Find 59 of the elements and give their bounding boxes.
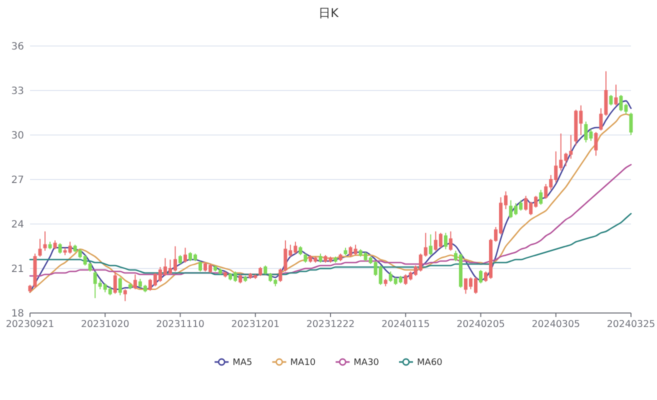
y-tick-label: 27 [11, 175, 24, 186]
y-tick-label: 18 [11, 308, 24, 320]
y-tick-label: 21 [11, 264, 24, 275]
candlestick [48, 241, 52, 250]
y-tick-label: 30 [11, 130, 24, 142]
candlestick [238, 274, 242, 284]
candlestick [324, 254, 328, 264]
candlestick [133, 274, 137, 290]
candlestick [113, 270, 117, 294]
candlestick [304, 253, 308, 264]
x-tick-label: 20240115 [381, 319, 430, 330]
candlestick [539, 189, 543, 206]
candlestick [428, 234, 432, 256]
legend-label: MA60 [417, 358, 443, 368]
candlestick [244, 275, 248, 282]
y-tick-label: 33 [11, 86, 24, 97]
candlestick [264, 265, 268, 275]
x-tick-label: 20231222 [306, 319, 355, 330]
y-tick-label: 36 [11, 42, 24, 52]
candlestick [338, 253, 342, 262]
candlestick [128, 282, 132, 290]
x-tick-label: 20231201 [231, 319, 280, 330]
line-series [29, 164, 632, 277]
candlestick [178, 254, 182, 265]
candlestick [594, 132, 598, 156]
x-tick-label: 20231020 [80, 319, 130, 330]
candlestick [384, 278, 388, 287]
x-tick-label: 20240205 [456, 319, 505, 330]
candlestick [479, 269, 482, 284]
candlestick [629, 112, 633, 136]
candlestick [53, 240, 57, 250]
line-series [29, 212, 632, 276]
x-tick-label: 20240325 [606, 319, 656, 330]
x-tick-label: 20240305 [532, 319, 580, 330]
candlestick [43, 230, 47, 252]
candlestick [448, 230, 452, 252]
x-tick-label: 20230921 [6, 319, 54, 330]
y-tick-label: 24 [11, 220, 24, 230]
candlestick [318, 253, 322, 264]
x-tick-label: 20231110 [156, 319, 204, 330]
legend-label: MA10 [290, 358, 316, 368]
candlestick [614, 84, 618, 106]
candlestick [58, 242, 62, 254]
candlestick [38, 238, 42, 258]
chart-title: 日K [318, 6, 340, 20]
candlestick [184, 247, 188, 264]
candlestick [224, 270, 228, 278]
candlestick [444, 232, 448, 250]
candlestick [123, 288, 127, 302]
candlestick [198, 260, 202, 272]
candlestick [334, 256, 338, 264]
candlestick [328, 256, 332, 264]
candlestick [609, 94, 613, 106]
candlestick [344, 247, 348, 256]
candlestick [118, 276, 122, 296]
candlestick [258, 266, 262, 276]
legend-label: MA30 [354, 358, 380, 368]
candlestick [298, 246, 302, 256]
legend-label: MA5 [232, 358, 252, 368]
